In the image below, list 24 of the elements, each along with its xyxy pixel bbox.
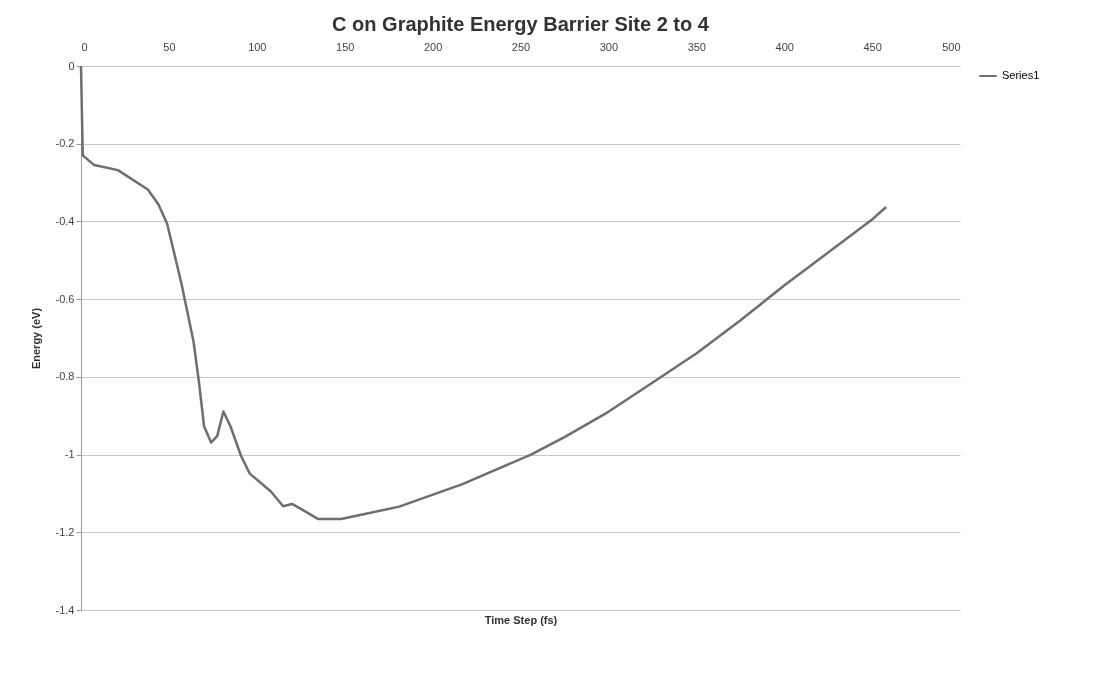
x-tick-label: 400: [775, 40, 794, 53]
x-tick-label: 450: [863, 40, 882, 53]
y-tick-label: -1.4: [55, 603, 75, 616]
x-tick-label: 500: [942, 40, 961, 53]
y-tick-label: -0.8: [55, 370, 75, 383]
x-tick-label: 350: [687, 40, 706, 53]
y-tick-label: -1.2: [55, 525, 75, 538]
x-axis-title: Time Step (fs): [484, 613, 558, 626]
x-tick-label: 150: [336, 40, 355, 53]
y-tick-label: -1: [64, 448, 75, 461]
x-tick-label: 200: [423, 40, 443, 53]
x-tick-label: 100: [248, 40, 267, 53]
y-axis-title: Energy (eV): [29, 307, 42, 370]
chart-title: C on Graphite Energy Barrier Site 2 to 4: [332, 13, 710, 35]
y-tick-label: -0.6: [55, 292, 75, 305]
x-tick-label: 250: [511, 40, 531, 53]
y-tick-label: 0: [68, 59, 75, 72]
line-series: [79, 64, 888, 521]
x-tick-label: 300: [599, 40, 619, 53]
y-tick-label: -0.2: [55, 137, 75, 150]
x-tick-label: 0: [81, 40, 88, 53]
legend-label: Series1: [1002, 69, 1040, 81]
y-tick-label: -0.4: [55, 214, 75, 227]
x-tick-label: 50: [163, 40, 176, 53]
